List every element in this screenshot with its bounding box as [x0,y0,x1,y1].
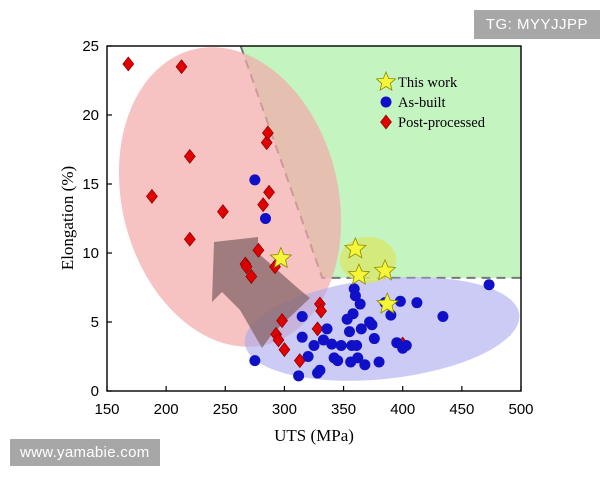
x-tick-label: 150 [94,401,119,418]
as-built-point [314,364,326,376]
as-built-point [352,352,364,364]
post-processed-point [240,259,253,275]
x-tick-label: 500 [508,401,533,418]
as-built-point [293,370,305,382]
as-built-point [400,339,412,351]
as-built-point [326,338,338,350]
post-processed-point [175,59,188,75]
legend-post-processed-marker [380,114,392,130]
as-built-point [302,351,314,362]
as-built-point [411,297,423,309]
as-built-point [394,295,406,307]
as-built-point [249,355,261,367]
this-work-point [347,263,371,285]
post-processed-point [311,321,324,337]
red-region [118,47,342,347]
post-processed-point [183,148,196,164]
as-built-point [308,339,320,351]
x-axis-label: UTS (MPa) [274,426,354,445]
x-tick-label: 400 [390,401,415,418]
plot-frame [106,45,522,392]
as-built-point [373,356,385,368]
this-work-point [373,258,397,281]
as-built-point [366,319,378,331]
as-built-point [335,339,347,351]
legend-label: Post-processed [398,115,486,131]
post-processed-point [278,342,291,358]
y-tick-label: 10 [82,245,99,262]
as-built-point [332,355,344,367]
as-built-point [321,323,333,335]
as-built-point [347,308,359,320]
y-tick-label: 15 [82,176,99,193]
x-tick-label: 350 [331,401,356,418]
post-processed-point [217,204,229,220]
as-built-point [249,174,261,186]
post-processed-point [146,188,158,204]
legend-label: This work [398,75,458,91]
as-built-point [359,359,371,371]
post-processed-point [276,313,288,329]
x-tick-label: 300 [272,401,297,418]
y-tick-label: 0 [91,383,99,400]
post-processed-point [252,242,265,258]
as-built-point [296,331,308,343]
as-built-point [483,279,495,291]
x-tick-label: 450 [449,401,474,418]
as-built-point [317,334,329,346]
post-processed-point [122,56,135,72]
as-built-point [260,213,272,224]
post-processed-point [257,197,270,213]
as-built-point [368,333,380,345]
y-axis-label: Elongation (%) [58,166,77,270]
post-processed-point [315,303,327,319]
as-built-point [343,326,355,338]
as-built-point [351,339,363,351]
as-built-point [437,310,449,322]
x-tick-label: 250 [213,401,238,418]
legend: This work As-built Post-processed [375,70,486,131]
post-processed-point [183,231,196,247]
post-processed-point [261,125,274,141]
as-built-point [296,310,308,322]
as-built-point [355,323,367,335]
legend-label: As-built [398,95,446,111]
as-built-point [349,290,361,302]
data-points [122,56,495,382]
post-processed-point [260,135,273,151]
axes: 150 200 250 300 350 400 450 500 0 5 10 15 20 25 [82,38,533,418]
y-tick-label: 25 [82,38,99,55]
this-work-point [375,292,399,314]
legend-as-built-marker [380,96,392,108]
post-processed-point [263,184,275,200]
x-tick-label: 200 [154,401,179,418]
post-processed-point [245,268,258,284]
y-tick-label: 5 [91,314,99,331]
watermark-top-right: TG: MYYJJPP [473,10,600,39]
this-work-point [269,246,293,269]
watermark-bottom-left: www.yamabie.com [10,439,160,466]
this-work-point [343,236,367,259]
y-tick-label: 20 [82,107,99,124]
legend-this-work-marker [375,70,397,91]
as-built-point [354,298,366,310]
post-processed-point [272,332,285,348]
